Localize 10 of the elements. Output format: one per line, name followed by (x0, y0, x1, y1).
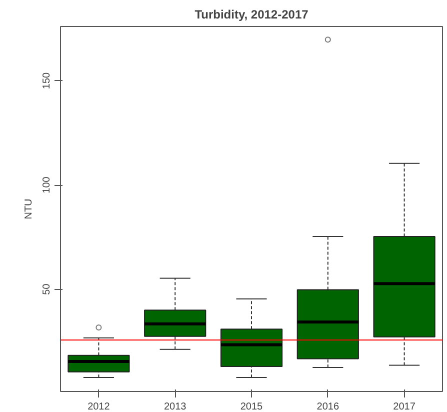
x-tick-label: 2013 (164, 402, 187, 412)
x-tick-label: 2016 (316, 402, 340, 412)
x-tick-label: 2012 (88, 402, 110, 412)
x-tick-label: 2015 (240, 402, 264, 412)
y-tick-label: 100 (42, 176, 52, 194)
y-tick-label: 150 (42, 72, 52, 90)
y-tick-label: 50 (42, 283, 52, 295)
x-tick-label: 2017 (393, 402, 416, 412)
chart-title: Turbidity, 2012-2017 (194, 8, 309, 22)
y-axis-title: NTU (24, 198, 34, 220)
